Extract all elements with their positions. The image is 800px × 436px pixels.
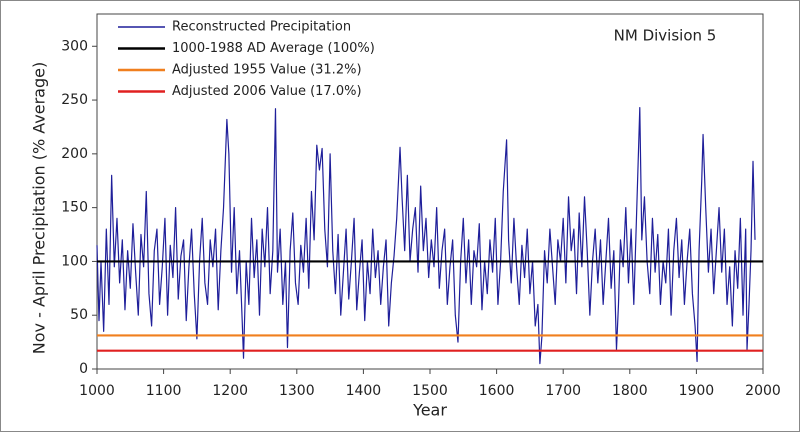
x-tick-label: 2000 — [745, 383, 781, 399]
x-tick-label: 1400 — [346, 383, 382, 399]
y-tick-label: 200 — [61, 146, 88, 162]
y-tick-label: 0 — [79, 361, 88, 377]
y-tick-label: 250 — [61, 92, 88, 108]
x-tick-label: 1200 — [212, 383, 248, 399]
x-axis-label: Year — [412, 401, 447, 420]
x-tick-label: 1900 — [679, 383, 715, 399]
legend-label: Adjusted 2006 Value (17.0%) — [172, 84, 362, 99]
x-tick-label: 1100 — [146, 383, 182, 399]
x-tick-label: 1800 — [612, 383, 648, 399]
y-tick-label: 150 — [61, 200, 88, 216]
y-tick-label: 100 — [61, 253, 88, 269]
x-tick-label: 1600 — [479, 383, 515, 399]
y-tick-label: 50 — [70, 307, 88, 323]
legend-label: 1000-1988 AD Average (100%) — [172, 41, 375, 56]
legend-label: Adjusted 1955 Value (31.2%) — [172, 63, 362, 78]
annotation: NM Division 5 — [614, 27, 717, 45]
y-tick-label: 300 — [61, 38, 88, 54]
legend-label: Reconstructed Precipitation — [172, 20, 351, 35]
x-tick-label: 1000 — [79, 383, 115, 399]
data-line — [96, 106, 756, 365]
x-tick-label: 1700 — [545, 383, 581, 399]
x-tick-label: 1500 — [412, 383, 448, 399]
x-tick-label: 1300 — [279, 383, 315, 399]
y-axis-label: Nov - April Precipitation (% Average) — [30, 62, 49, 354]
